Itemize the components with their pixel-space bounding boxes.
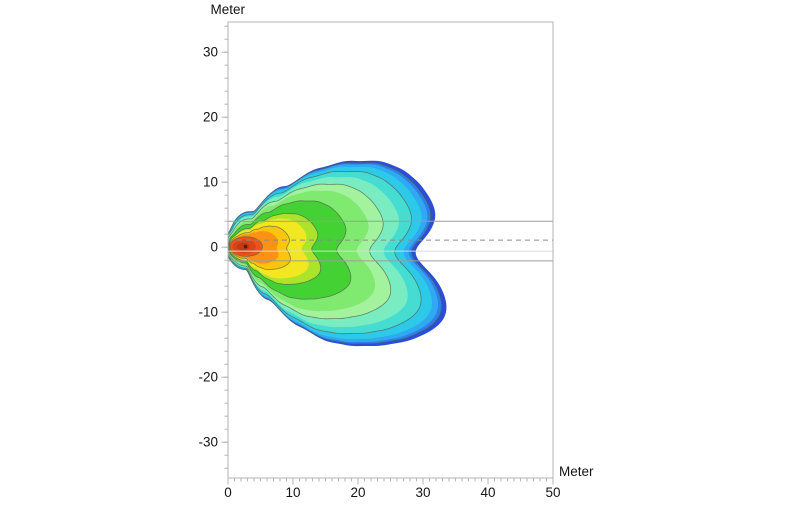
x-tick-label: 0 xyxy=(224,485,232,500)
y-tick-label: -20 xyxy=(198,370,218,385)
contour-line xyxy=(228,162,443,345)
road-reference-lines xyxy=(228,220,553,262)
hotspot-core2 xyxy=(237,242,250,251)
contour-line xyxy=(229,236,263,257)
contour-line xyxy=(228,171,422,335)
contour-line xyxy=(228,212,322,285)
contour-lines xyxy=(228,162,443,345)
x-axis-title: Meter xyxy=(559,464,594,479)
y-tick-label: 30 xyxy=(203,45,218,60)
hotspot-core xyxy=(229,236,263,257)
y-axis-title: Meter xyxy=(210,2,245,17)
y-tick-label: 20 xyxy=(203,110,218,125)
contour-line xyxy=(228,183,392,320)
x-tick-label: 10 xyxy=(285,485,300,500)
y-axis-ticks: 30 20 10 0 -10 -20 -30 xyxy=(198,25,228,469)
x-axis-ticks: 0 10 20 30 40 50 xyxy=(224,478,561,500)
y-tick-label: 10 xyxy=(203,175,218,190)
contour-line xyxy=(228,225,291,270)
y-tick-label: 0 xyxy=(210,240,218,255)
x-tick-label: 20 xyxy=(350,485,365,500)
luminaire-marker xyxy=(243,244,248,249)
y-tick-label: -30 xyxy=(198,435,218,450)
y-tick-label: -10 xyxy=(198,305,218,320)
x-tick-label: 50 xyxy=(545,485,560,500)
x-tick-label: 30 xyxy=(415,485,430,500)
x-tick-label: 40 xyxy=(480,485,495,500)
